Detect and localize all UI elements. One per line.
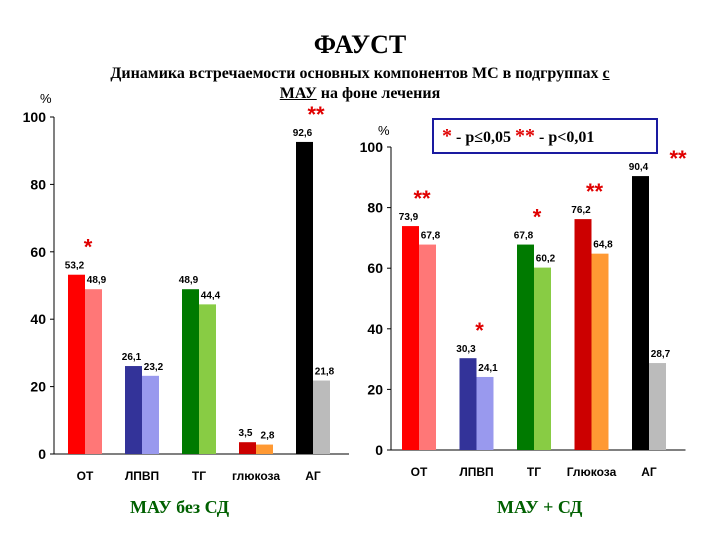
bar-left-after bbox=[313, 380, 330, 454]
bar-left-after bbox=[85, 289, 102, 454]
data-label-left: 23,2 bbox=[144, 362, 164, 373]
category-label-right: ТГ bbox=[527, 465, 541, 479]
data-label-left: 3,5 bbox=[239, 428, 253, 439]
y-tick-label-right: 0 bbox=[375, 442, 383, 458]
y-tick-label-right: 60 bbox=[367, 260, 383, 276]
category-label-right: АГ bbox=[641, 465, 657, 479]
category-label-right: Глюкоза bbox=[567, 465, 617, 479]
significance-mark-left: * bbox=[84, 235, 93, 260]
legend-star-single: * bbox=[442, 125, 452, 147]
bar-left-before bbox=[239, 442, 256, 454]
chart-subtitle: Динамика встречаемости основных компонен… bbox=[20, 64, 700, 104]
significance-mark-left: ** bbox=[307, 102, 325, 127]
category-label-right: ОТ bbox=[411, 465, 428, 479]
significance-mark-right: * bbox=[475, 318, 484, 343]
bar-right-before bbox=[574, 219, 592, 450]
bar-right-before bbox=[402, 226, 419, 450]
data-label-left: 48,9 bbox=[179, 275, 199, 286]
category-label-left: ОТ bbox=[77, 469, 94, 483]
significance-legend: * - p≤0,05 ** - p<0,01 bbox=[432, 118, 658, 154]
bar-left-before bbox=[182, 289, 199, 454]
subtitle-line2: на фоне лечения bbox=[316, 85, 441, 102]
significance-mark-right: ** bbox=[669, 146, 687, 171]
category-label-right: ЛПВП bbox=[459, 465, 493, 479]
bar-right-after bbox=[591, 253, 609, 450]
data-label-right: 67,8 bbox=[421, 231, 441, 242]
data-label-left: 44,4 bbox=[201, 290, 221, 301]
y-tick-label-right: 20 bbox=[367, 381, 383, 397]
data-label-left: 26,1 bbox=[122, 352, 142, 363]
y-tick-label-left: 0 bbox=[38, 446, 46, 462]
bar-left-after bbox=[199, 304, 216, 454]
category-label-left: ЛПВП bbox=[125, 469, 159, 483]
bar-left-before bbox=[296, 141, 313, 455]
y-tick-label-left: 100 bbox=[23, 109, 47, 125]
data-label-right: 73,9 bbox=[399, 212, 419, 223]
y-tick-label-left: 60 bbox=[30, 244, 46, 260]
subtitle-underlined-word: с bbox=[602, 65, 610, 82]
category-label-left: глюкоза bbox=[232, 469, 280, 483]
data-label-right: 64,8 bbox=[593, 240, 613, 251]
bar-left-before bbox=[68, 274, 85, 454]
significance-mark-right: * bbox=[533, 205, 542, 230]
legend-text-p005: - p≤0,05 bbox=[452, 129, 516, 146]
legend-text-p001: - p<0,01 bbox=[535, 129, 595, 146]
data-label-left: 2,8 bbox=[261, 431, 275, 442]
y-tick-label-right: 80 bbox=[367, 200, 383, 216]
category-label-left: АГ bbox=[305, 469, 321, 483]
bar-right-before bbox=[459, 358, 477, 450]
significance-mark-right: ** bbox=[413, 186, 431, 211]
y-tick-label-left: 20 bbox=[30, 379, 46, 395]
caption-right: МАУ + СД bbox=[497, 497, 583, 517]
data-label-right: 28,7 bbox=[651, 349, 671, 360]
data-label-left: 21,8 bbox=[315, 367, 335, 378]
data-label-right: 90,4 bbox=[629, 162, 649, 173]
data-label-right: 30,3 bbox=[456, 344, 476, 355]
unit-label-right: % bbox=[378, 123, 390, 138]
data-label-right: 67,8 bbox=[514, 231, 534, 242]
bar-left-after bbox=[256, 444, 273, 454]
y-tick-label-left: 40 bbox=[30, 311, 46, 327]
bar-right-after bbox=[649, 363, 666, 450]
bar-right-after bbox=[476, 376, 494, 450]
data-label-right: 24,1 bbox=[478, 363, 498, 374]
data-label-left: 48,9 bbox=[87, 275, 107, 286]
unit-label-left: % bbox=[40, 91, 52, 106]
legend-star-double: ** bbox=[515, 125, 536, 147]
data-label-right: 76,2 bbox=[571, 205, 591, 216]
bar-right-before bbox=[517, 244, 534, 450]
y-tick-label-right: 100 bbox=[360, 139, 384, 155]
y-tick-label-left: 80 bbox=[30, 176, 46, 192]
slide-title: ФАУСТ bbox=[313, 30, 407, 59]
bar-left-before bbox=[125, 366, 142, 454]
bar-right-after bbox=[534, 267, 551, 450]
bar-left-after bbox=[142, 375, 159, 454]
data-label-right: 60,2 bbox=[536, 254, 556, 265]
caption-left: МАУ без СД bbox=[130, 497, 230, 517]
category-label-left: ТГ bbox=[192, 469, 206, 483]
subtitle-mau: МАУ bbox=[279, 85, 317, 102]
subtitle-line1: Динамика встречаемости основных компонен… bbox=[110, 65, 603, 82]
data-label-left: 92,6 bbox=[293, 128, 313, 139]
significance-mark-right: ** bbox=[586, 179, 604, 204]
bar-right-before bbox=[632, 176, 649, 450]
data-label-left: 53,2 bbox=[65, 261, 85, 272]
bar-right-after bbox=[419, 244, 436, 450]
y-tick-label-right: 40 bbox=[367, 321, 383, 337]
